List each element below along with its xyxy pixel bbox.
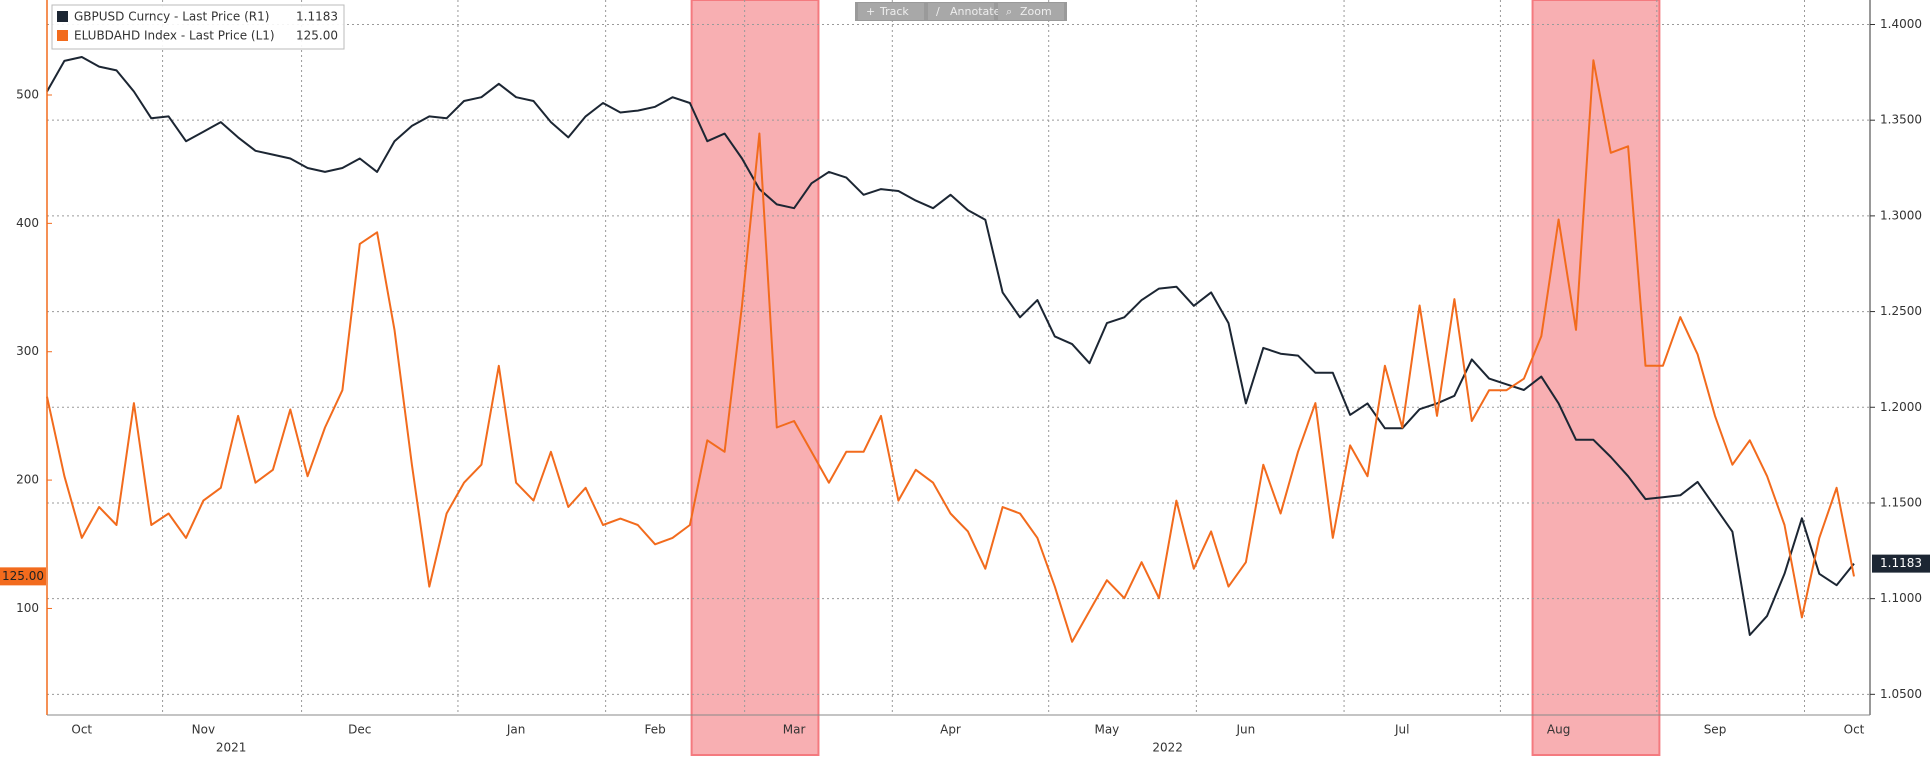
y2-tick-label: 1.3500 bbox=[1880, 113, 1922, 127]
y-tick-label: 300 bbox=[16, 344, 39, 358]
last-value-label: 125.00 bbox=[2, 569, 44, 583]
x-tick-label: May bbox=[1094, 723, 1119, 737]
toolbar-button[interactable] bbox=[858, 3, 924, 20]
y2-tick-label: 1.2500 bbox=[1880, 304, 1922, 318]
x-tick-label: Feb bbox=[645, 723, 666, 737]
series-line bbox=[46, 59, 1855, 643]
legend-box bbox=[51, 4, 345, 50]
series-line bbox=[46, 56, 1855, 636]
legend-value: 1.1183 bbox=[296, 10, 338, 24]
legend-swatch bbox=[57, 30, 68, 41]
x-tick-label: Oct bbox=[71, 723, 92, 737]
last-value-badge bbox=[0, 567, 46, 586]
toolbar-label[interactable]: Zoom bbox=[1020, 5, 1052, 18]
legend: GBPUSD Curncy - Last Price (R1) 1.1183 ELU… bbox=[51, 4, 345, 50]
last-value-label: 1.1183 bbox=[1880, 556, 1922, 570]
legend-label: GBPUSD Curncy - Last Price (R1) bbox=[74, 10, 269, 24]
x-tick-label: Dec bbox=[348, 723, 371, 737]
y2-tick-label: 1.1500 bbox=[1880, 495, 1922, 509]
legend-swatch bbox=[57, 11, 68, 22]
x-tick-label: Jan bbox=[506, 723, 526, 737]
x-tick-label: Apr bbox=[940, 723, 961, 737]
x-tick-label: Sep bbox=[1704, 723, 1727, 737]
year-label: 2022 bbox=[1152, 741, 1183, 755]
toolbar-icon: + bbox=[866, 5, 875, 18]
y2-tick-label: 1.0500 bbox=[1880, 687, 1922, 701]
x-tick-label: Oct bbox=[1844, 723, 1865, 737]
toolbar-label[interactable]: Annotate bbox=[950, 5, 1001, 18]
x-tick-label: Jun bbox=[1236, 723, 1256, 737]
toolbar: + Track ∕ Annotate ⌕ Zoom bbox=[855, 2, 1067, 21]
y2-tick-label: 1.4000 bbox=[1880, 17, 1922, 31]
x-tick-label: Nov bbox=[192, 723, 215, 737]
y-tick-label: 500 bbox=[16, 87, 39, 101]
last-value-badge bbox=[1872, 554, 1930, 573]
toolbar-icon: ⌕ bbox=[1006, 5, 1012, 18]
y-tick-label: 400 bbox=[16, 216, 39, 230]
y-tick-label: 100 bbox=[16, 601, 39, 615]
toolbar-icon: ∕ bbox=[936, 5, 940, 18]
y-tick-label: 200 bbox=[16, 473, 39, 487]
x-tick-label: Jul bbox=[1394, 723, 1409, 737]
x-tick-label: Aug bbox=[1547, 723, 1570, 737]
year-label: 2021 bbox=[216, 741, 247, 755]
toolbar-label[interactable]: Track bbox=[879, 5, 909, 18]
y2-tick-label: 1.1000 bbox=[1880, 591, 1922, 605]
toolbar-button[interactable] bbox=[998, 3, 1064, 20]
y2-tick-label: 1.3000 bbox=[1880, 208, 1922, 222]
toolbar-button[interactable] bbox=[928, 3, 994, 20]
legend-value: 125.00 bbox=[296, 29, 338, 43]
legend-label: ELUBDAHD Index - Last Price (L1) bbox=[74, 29, 275, 43]
highlight-band bbox=[690, 0, 820, 756]
x-tick-label: Mar bbox=[783, 723, 806, 737]
highlight-band bbox=[1531, 0, 1661, 756]
y2-tick-label: 1.2000 bbox=[1880, 400, 1922, 414]
